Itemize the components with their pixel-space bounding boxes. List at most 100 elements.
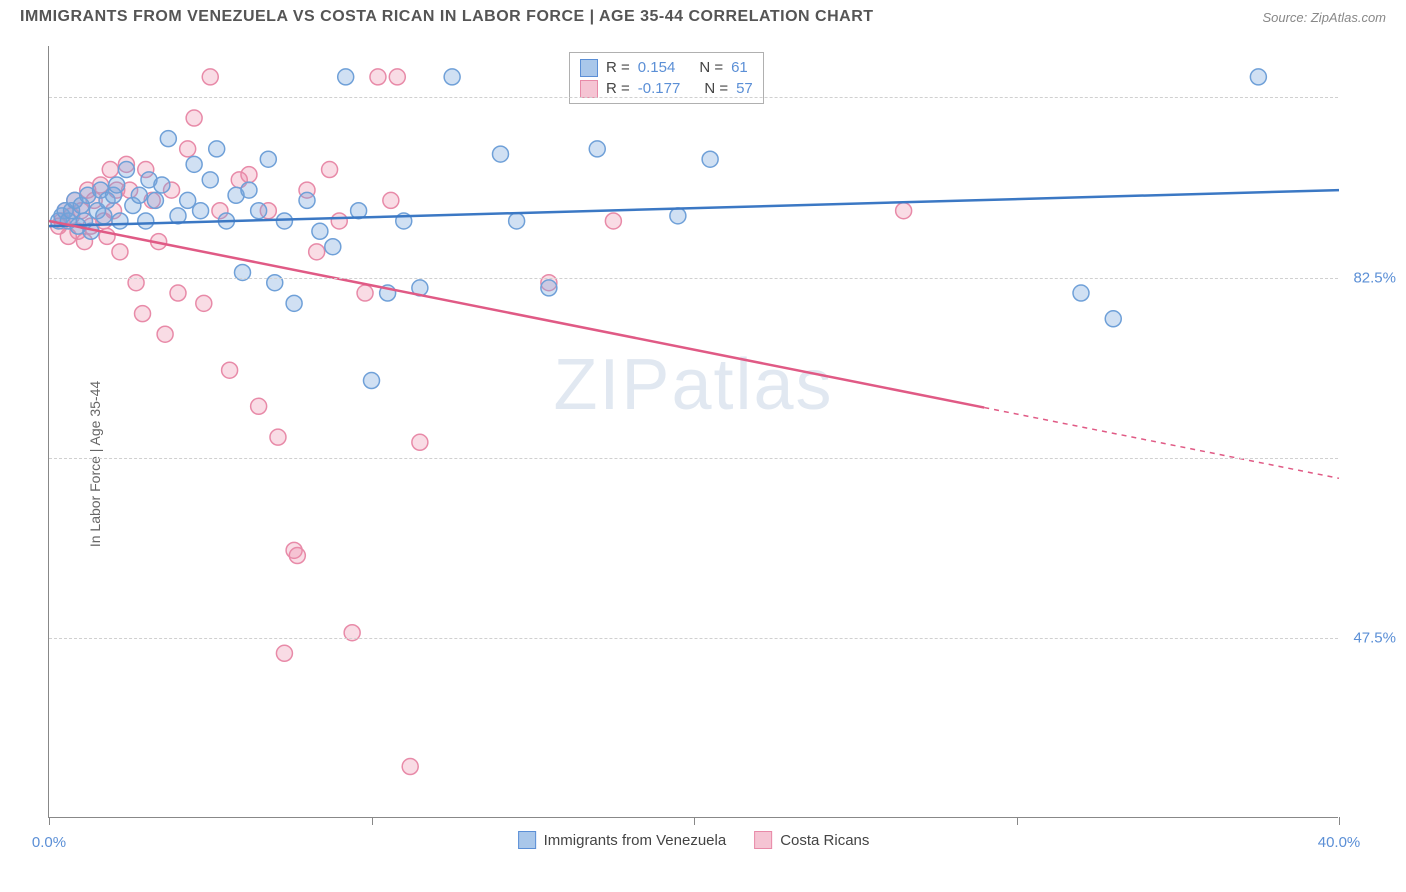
regression-line-extrap-costarica: [984, 408, 1339, 479]
data-point-venezuela: [1073, 285, 1089, 301]
data-point-venezuela: [670, 208, 686, 224]
data-point-venezuela: [509, 213, 525, 229]
gridline: [49, 458, 1338, 459]
title-bar: IMMIGRANTS FROM VENEZUELA VS COSTA RICAN…: [0, 0, 1406, 30]
data-point-venezuela: [299, 192, 315, 208]
data-point-costarica: [170, 285, 186, 301]
data-point-venezuela: [241, 182, 257, 198]
data-point-venezuela: [109, 177, 125, 193]
data-point-venezuela: [193, 203, 209, 219]
n-label: N =: [699, 57, 723, 78]
data-point-costarica: [270, 429, 286, 445]
x-tick: [694, 817, 695, 825]
swatch-venezuela-icon: [518, 831, 536, 849]
data-point-venezuela: [209, 141, 225, 157]
data-point-costarica: [157, 326, 173, 342]
series-legend: Immigrants from Venezuela Costa Ricans: [518, 831, 870, 849]
data-point-costarica: [896, 203, 912, 219]
swatch-costarica-icon: [580, 80, 598, 98]
data-point-costarica: [322, 162, 338, 178]
x-tick-label: 40.0%: [1318, 834, 1361, 851]
data-point-costarica: [180, 141, 196, 157]
data-point-venezuela: [312, 223, 328, 239]
correlation-legend: R = 0.154 N = 61 R = -0.177 N = 57: [569, 52, 764, 104]
data-point-costarica: [196, 295, 212, 311]
data-point-venezuela: [1250, 69, 1266, 85]
data-point-costarica: [102, 162, 118, 178]
legend-item-costarica: Costa Ricans: [754, 831, 869, 849]
legend-row-costarica: R = -0.177 N = 57: [580, 78, 753, 99]
r-label: R =: [606, 78, 630, 99]
swatch-costarica-icon: [754, 831, 772, 849]
data-point-costarica: [331, 213, 347, 229]
r-label: R =: [606, 57, 630, 78]
source-label: Source: ZipAtlas.com: [1262, 10, 1386, 25]
y-tick-label: 47.5%: [1353, 629, 1396, 646]
y-tick-label: 82.5%: [1353, 269, 1396, 286]
scatter-plot-svg: [49, 46, 1338, 817]
data-point-venezuela: [154, 177, 170, 193]
chart-container: In Labor Force | Age 35-44 ZIPatlas R = …: [0, 36, 1406, 892]
gridline: [49, 278, 1338, 279]
data-point-venezuela: [276, 213, 292, 229]
r-value-costarica: -0.177: [638, 78, 681, 99]
data-point-venezuela: [541, 280, 557, 296]
x-tick-label: 0.0%: [32, 834, 66, 851]
data-point-venezuela: [118, 162, 134, 178]
legend-item-venezuela: Immigrants from Venezuela: [518, 831, 727, 849]
data-point-venezuela: [589, 141, 605, 157]
data-point-costarica: [605, 213, 621, 229]
n-value-costarica: 57: [736, 78, 753, 99]
data-point-costarica: [241, 167, 257, 183]
n-value-venezuela: 61: [731, 57, 748, 78]
data-point-costarica: [251, 398, 267, 414]
data-point-venezuela: [364, 373, 380, 389]
data-point-costarica: [402, 759, 418, 775]
data-point-costarica: [276, 645, 292, 661]
data-point-venezuela: [260, 151, 276, 167]
data-point-venezuela: [338, 69, 354, 85]
x-tick: [1339, 817, 1340, 825]
data-point-costarica: [135, 306, 151, 322]
data-point-venezuela: [493, 146, 509, 162]
r-value-venezuela: 0.154: [638, 57, 676, 78]
x-tick: [372, 817, 373, 825]
x-tick: [49, 817, 50, 825]
regression-line-costarica: [49, 221, 984, 408]
data-point-costarica: [222, 362, 238, 378]
data-point-venezuela: [251, 203, 267, 219]
data-point-venezuela: [186, 156, 202, 172]
data-point-venezuela: [131, 187, 147, 203]
legend-row-venezuela: R = 0.154 N = 61: [580, 57, 753, 78]
data-point-costarica: [389, 69, 405, 85]
data-point-venezuela: [202, 172, 218, 188]
data-point-costarica: [309, 244, 325, 260]
legend-label-venezuela: Immigrants from Venezuela: [544, 832, 727, 849]
data-point-costarica: [289, 548, 305, 564]
data-point-costarica: [112, 244, 128, 260]
swatch-venezuela-icon: [580, 59, 598, 77]
data-point-costarica: [412, 434, 428, 450]
data-point-costarica: [383, 192, 399, 208]
data-point-costarica: [370, 69, 386, 85]
n-label: N =: [704, 78, 728, 99]
data-point-venezuela: [444, 69, 460, 85]
gridline: [49, 97, 1338, 98]
data-point-venezuela: [1105, 311, 1121, 327]
x-tick: [1017, 817, 1018, 825]
chart-title: IMMIGRANTS FROM VENEZUELA VS COSTA RICAN…: [20, 8, 874, 26]
data-point-costarica: [186, 110, 202, 126]
data-point-venezuela: [286, 295, 302, 311]
data-point-venezuela: [96, 208, 112, 224]
legend-label-costarica: Costa Ricans: [780, 832, 869, 849]
data-point-venezuela: [112, 213, 128, 229]
data-point-venezuela: [160, 131, 176, 147]
data-point-costarica: [357, 285, 373, 301]
gridline: [49, 638, 1338, 639]
data-point-venezuela: [147, 192, 163, 208]
data-point-venezuela: [702, 151, 718, 167]
plot-area: ZIPatlas R = 0.154 N = 61 R = -0.177 N =…: [48, 46, 1338, 818]
data-point-costarica: [202, 69, 218, 85]
data-point-venezuela: [325, 239, 341, 255]
data-point-venezuela: [138, 213, 154, 229]
